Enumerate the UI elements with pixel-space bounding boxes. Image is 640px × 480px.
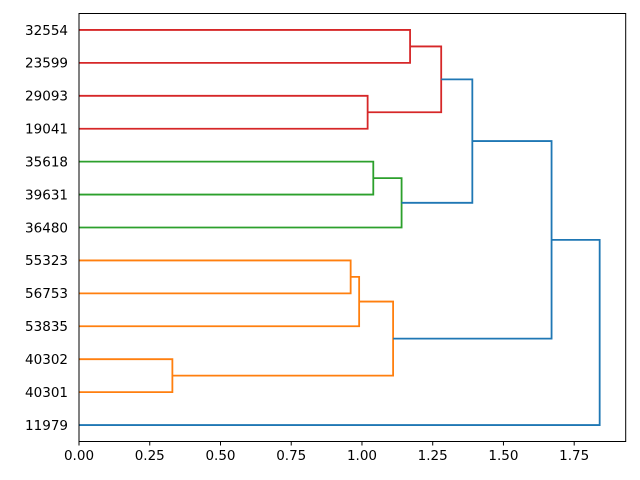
leaf-label: 32554 xyxy=(25,23,68,39)
leaf-label: 36480 xyxy=(25,220,68,236)
leaf-label: 23599 xyxy=(25,56,68,72)
leaf-label: 19041 xyxy=(25,122,68,138)
dendrogram-link-m12 xyxy=(79,238,601,426)
x-tick-label: 0.25 xyxy=(135,448,165,464)
dendrogram-link-m3 xyxy=(79,275,361,328)
x-tick-label: 1.25 xyxy=(418,448,448,464)
leaf-label: 56753 xyxy=(25,286,68,302)
dendrogram-link-m5 xyxy=(79,29,411,64)
leaf-label: 55323 xyxy=(25,253,68,269)
leaf-label: 11979 xyxy=(25,418,68,434)
dendrogram-link-m1 xyxy=(79,358,174,394)
x-tick-label: 1.00 xyxy=(347,448,377,464)
x-tick-label: 0.75 xyxy=(276,448,306,464)
x-tick-label: 1.50 xyxy=(488,448,518,464)
dendrogram-link-m6 xyxy=(79,94,369,130)
x-tick-label: 1.75 xyxy=(559,448,589,464)
leaf-label: 29093 xyxy=(25,89,68,105)
x-tick-label: 0.50 xyxy=(205,448,235,464)
dendrogram-link-m2 xyxy=(79,259,352,295)
leaf-label: 53835 xyxy=(25,319,68,335)
leaf-label: 40302 xyxy=(25,352,68,368)
plot-border xyxy=(78,13,627,442)
leaf-label: 40301 xyxy=(25,385,68,401)
leaf-label: 39631 xyxy=(25,187,68,203)
leaf-label: 35618 xyxy=(25,154,68,170)
x-tick-label: 0.00 xyxy=(64,448,94,464)
